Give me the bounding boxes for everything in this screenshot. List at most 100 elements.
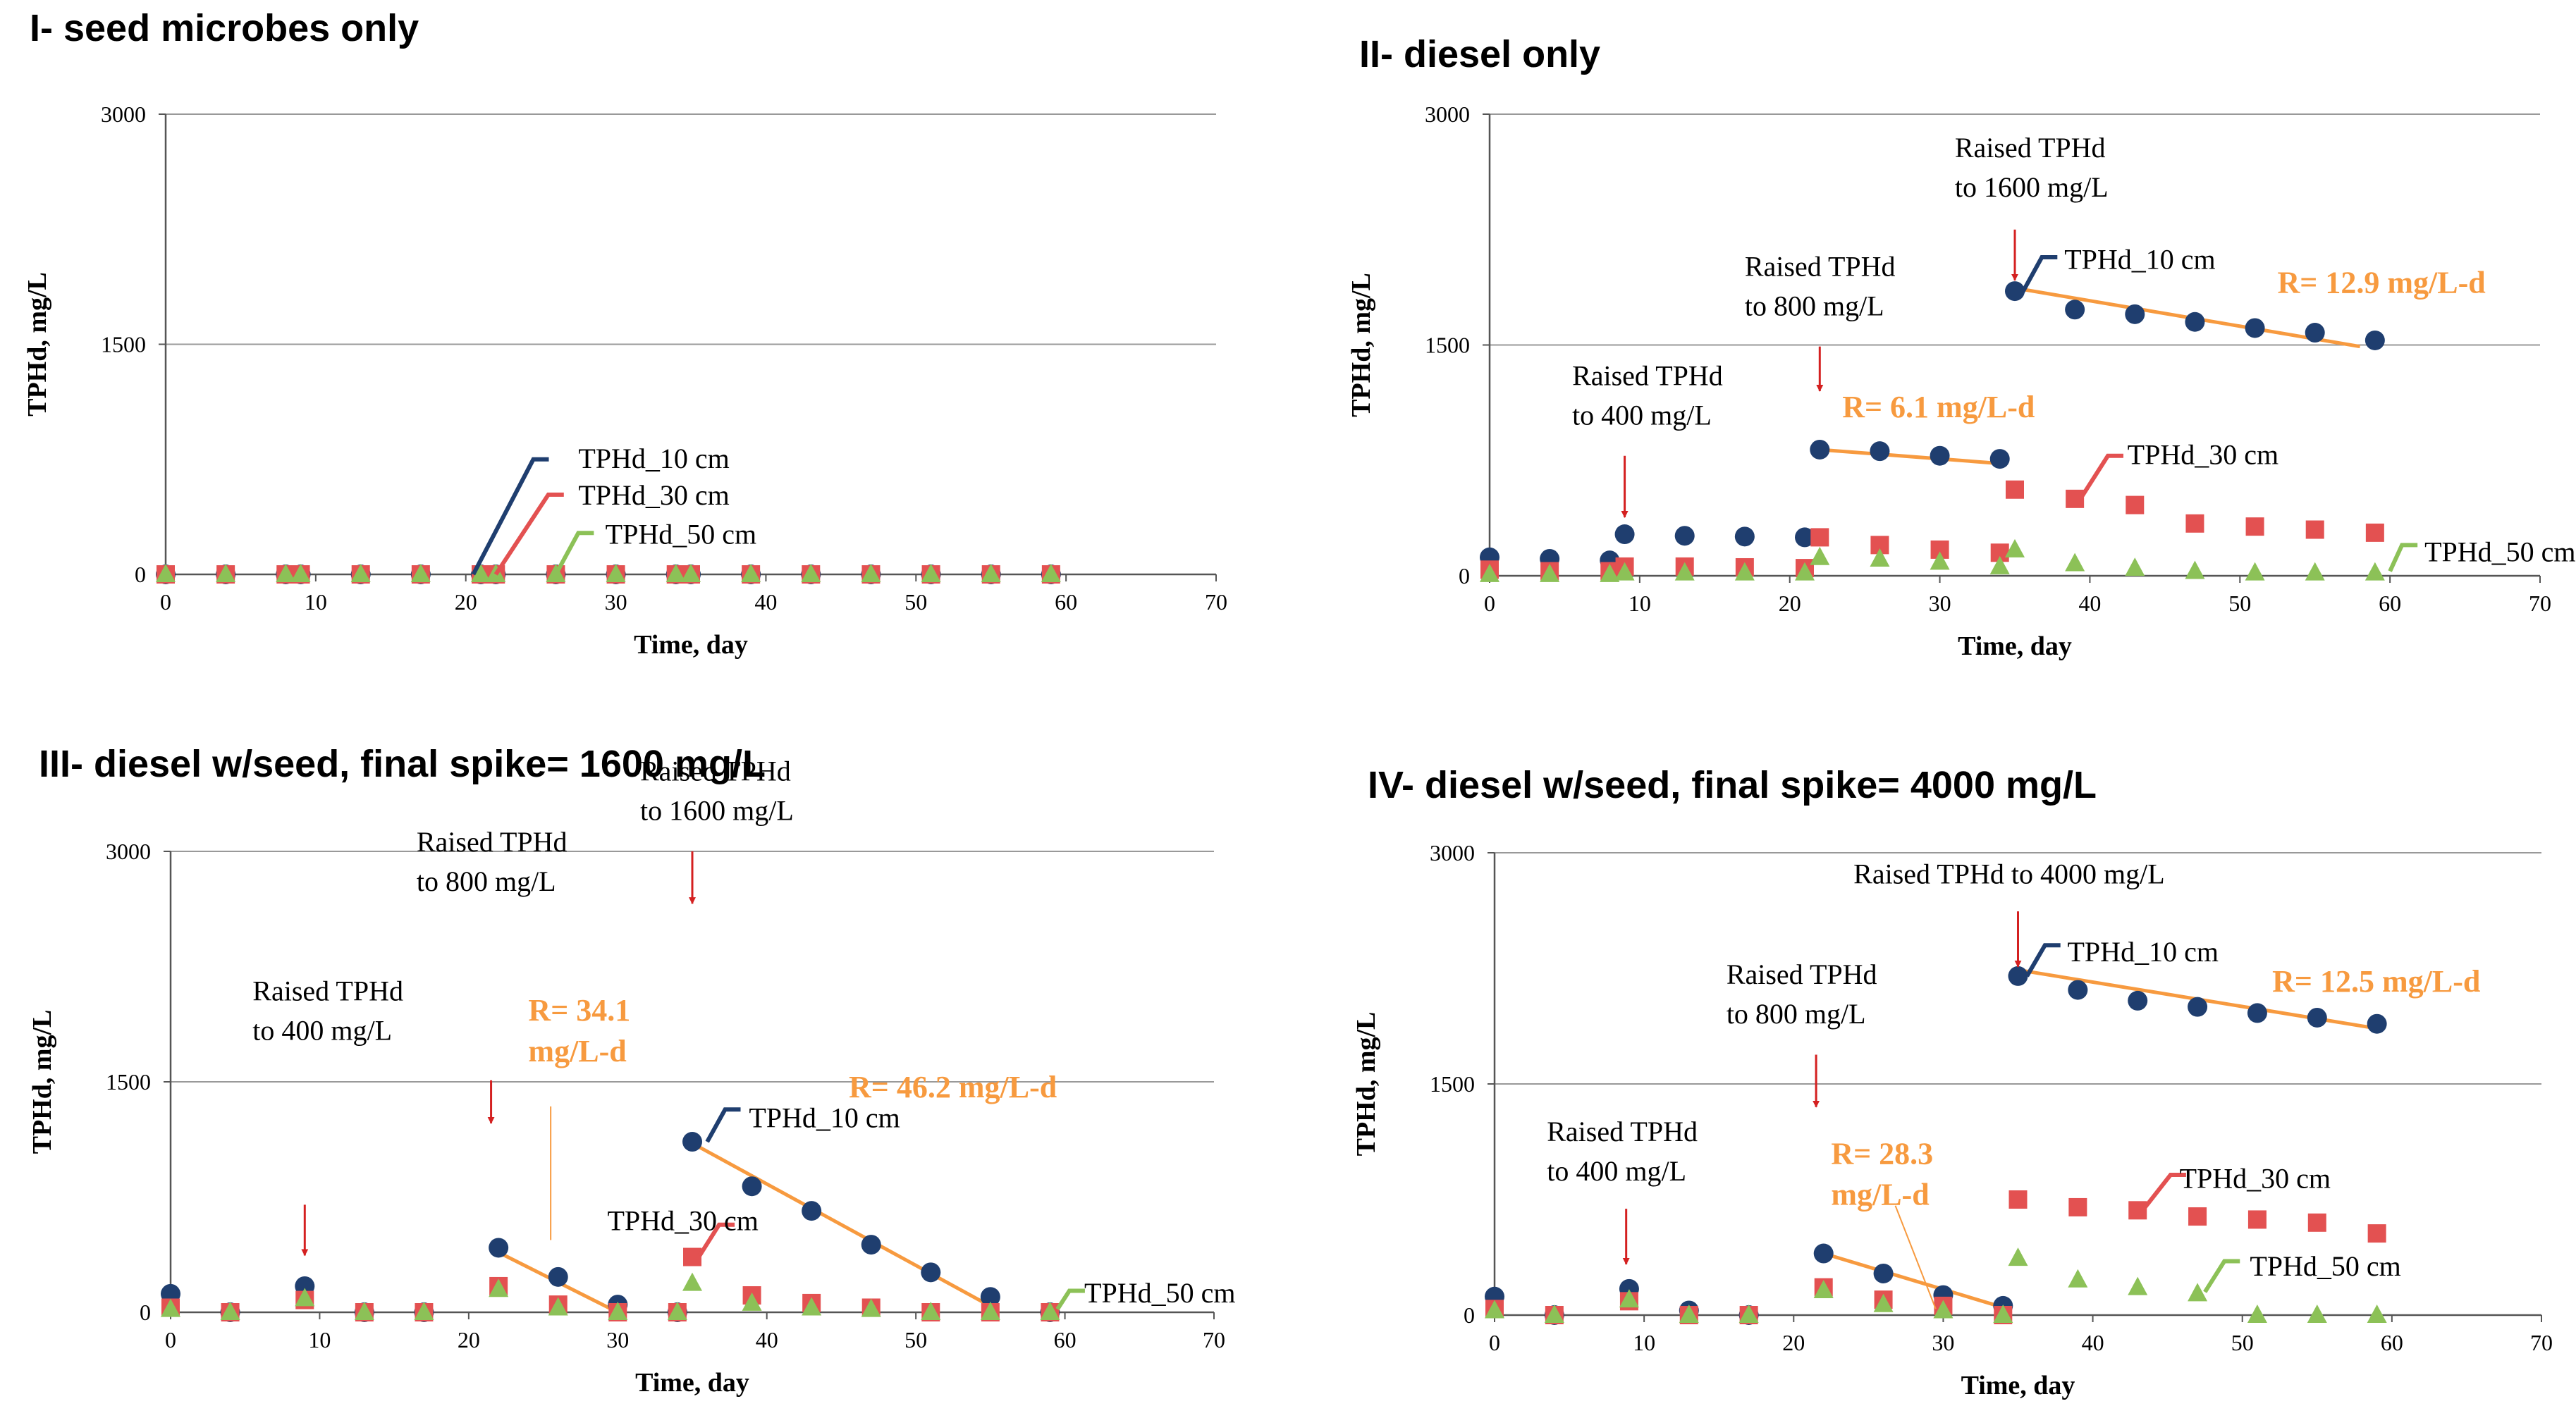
x-tick-label: 50 [2231, 1330, 2254, 1355]
legend-label: TPHd_10 cm [2068, 936, 2219, 968]
data-point [1810, 546, 1830, 565]
x-tick-label: 40 [2078, 591, 2101, 616]
data-point [2008, 966, 2028, 986]
y-tick-label: 1500 [101, 332, 146, 357]
y-tick-label: 3000 [1430, 840, 1475, 865]
annotation-text: to 400 mg/L [252, 1014, 392, 1046]
data-point [1993, 1305, 2013, 1323]
data-point [1540, 563, 1560, 582]
data-point [216, 564, 236, 582]
rate-label: R= 46.2 mg/L-d [849, 1070, 1057, 1104]
x-tick-label: 40 [2082, 1330, 2104, 1355]
data-point [1933, 1300, 1954, 1319]
data-point [1989, 449, 2010, 469]
data-point [1810, 528, 1829, 547]
x-tick-label: 60 [1055, 589, 1077, 615]
data-point [2128, 990, 2148, 1011]
data-point [921, 1302, 941, 1320]
data-point [801, 564, 821, 582]
legend-label: TPHd_30 cm [2128, 439, 2278, 471]
x-tick-label: 10 [305, 589, 327, 615]
rate-fit-line [1822, 1252, 2004, 1309]
data-point [2185, 560, 2205, 579]
data-point [2125, 557, 2145, 577]
data-point [2005, 538, 2025, 557]
data-point [2006, 480, 2024, 499]
data-point [548, 1266, 568, 1287]
data-point [1870, 548, 1890, 567]
data-point [682, 1272, 702, 1291]
data-point [2367, 1224, 2386, 1243]
data-point [2068, 1269, 2088, 1288]
annotation-text: to 800 mg/L [417, 865, 556, 897]
data-point [1040, 1302, 1060, 1320]
data-point [1930, 445, 1950, 466]
chart-panel-1: 0 1500 3000 0 10 20 30 40 50 60 70 Time, day TPHd, m… [23, 101, 1227, 660]
x-tick-label: 0 [160, 589, 171, 615]
x-axis-label: Time, day [1961, 1371, 2075, 1400]
data-point [980, 1287, 1000, 1307]
rate-fit-line [691, 1142, 992, 1308]
y-tick-label: 3000 [101, 101, 146, 127]
x-axis-label: Time, day [635, 1368, 749, 1398]
data-point [1795, 527, 1815, 548]
legend-callout-line [2388, 543, 2418, 572]
data-point [2247, 1003, 2267, 1023]
y-tick-label: 0 [135, 562, 146, 587]
legend-label: TPHd_50 cm [2424, 536, 2575, 567]
data-point [2008, 1247, 2028, 1266]
data-point [1813, 1280, 1834, 1299]
y-axis-label: TPHd, mg/L [27, 1010, 57, 1154]
x-tick-label: 40 [754, 589, 777, 615]
x-tick-label: 40 [756, 1327, 778, 1352]
x-tick-label: 30 [606, 1327, 629, 1352]
data-point [471, 564, 491, 582]
annotation-text: to 800 mg/L [1745, 290, 1884, 321]
y-axis-label: TPHd, mg/L [1351, 1012, 1381, 1157]
data-point [2185, 312, 2205, 332]
x-tick-label: 30 [1929, 591, 1951, 616]
data-point [2247, 1210, 2267, 1229]
data-point [2367, 1013, 2387, 1034]
x-tick-label: 60 [2381, 1330, 2403, 1355]
x-tick-label: 10 [308, 1327, 331, 1352]
data-point [2188, 1207, 2207, 1226]
annotation-text: Raised TPHd [1547, 1116, 1698, 1147]
rate-label: R= 28.3 [1831, 1137, 1933, 1171]
y-axis-label: TPHd, mg/L [23, 272, 52, 417]
y-tick-label: 0 [1464, 1302, 1475, 1328]
y-tick-label: 1500 [1425, 333, 1470, 358]
y-tick-label: 1500 [106, 1069, 151, 1095]
data-point [802, 1201, 822, 1221]
data-point [1600, 563, 1620, 582]
data-point [1614, 562, 1635, 581]
legend-label: TPHd_50 cm [606, 518, 756, 550]
data-point [1873, 1263, 1894, 1283]
x-tick-label: 50 [904, 589, 927, 615]
x-tick-label: 70 [1205, 589, 1227, 615]
data-point [1041, 564, 1061, 582]
data-point [161, 1298, 180, 1317]
y-tick-label: 0 [140, 1300, 151, 1325]
legend-callout-line [471, 457, 549, 576]
legend-label: TPHd_30 cm [578, 479, 729, 511]
data-point [2126, 495, 2145, 514]
legend-callout-line [2203, 1259, 2240, 1293]
data-point [2065, 300, 2085, 320]
chart-panel-2: 0 1500 3000 0 10 20 30 40 50 60 70 Time, day TPHd, m… [1347, 101, 2576, 661]
data-point [1679, 1305, 1699, 1323]
x-tick-label: 0 [165, 1327, 176, 1352]
data-point [1989, 555, 2010, 574]
chart-panel-4: 0 1500 3000 0 10 20 30 40 50 60 70 Time, day TPHd, m… [1351, 840, 2553, 1400]
annotation-text: Raised TPHd [417, 826, 568, 858]
data-point [350, 564, 371, 582]
data-point [981, 564, 1001, 582]
data-point [410, 564, 431, 582]
rate-label: mg/L-d [528, 1034, 626, 1068]
data-point [276, 564, 296, 582]
data-point [921, 564, 941, 582]
legend-callout-line [1055, 1288, 1085, 1311]
data-point [980, 1302, 1000, 1320]
data-point [2008, 1190, 2028, 1209]
data-point [1870, 441, 1890, 462]
